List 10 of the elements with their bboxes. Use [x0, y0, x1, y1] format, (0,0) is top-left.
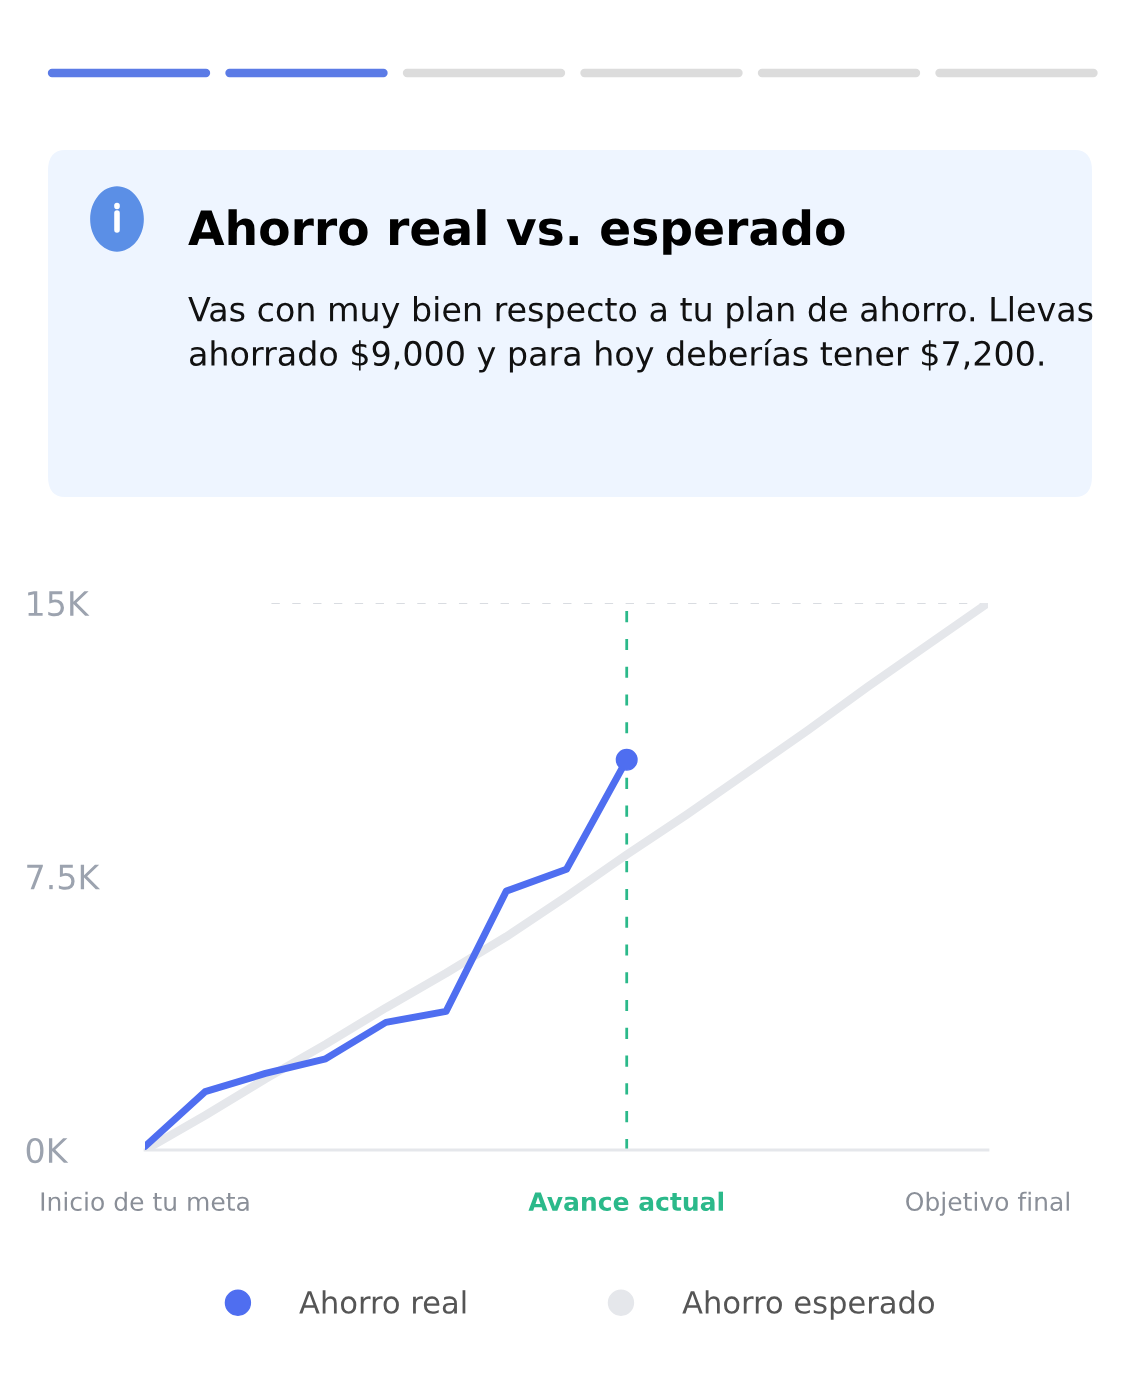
x-tick-label: Inicio de tu meta [41, 1191, 249, 1212]
chart-subtitle: Vas con muy bien respecto a tu plan de ahorro. Llevas ahorrado $9,000 y para hoy deberías tener $7,200. [188, 296, 1093, 373]
legend-label: Ahorro real [299, 1290, 466, 1314]
x-tick-label: Avance actual [528, 1191, 723, 1212]
legend-label: Ahorro esperado [682, 1290, 934, 1320]
y-tick-label: 0K [26, 1137, 69, 1164]
y-tick-label: 15K [28, 591, 90, 617]
y-tick-label: 7.5K [27, 864, 101, 890]
x-tick-label: Objetivo final [906, 1191, 1069, 1216]
chart-title: Ahorro real vs. esperado [188, 209, 845, 255]
